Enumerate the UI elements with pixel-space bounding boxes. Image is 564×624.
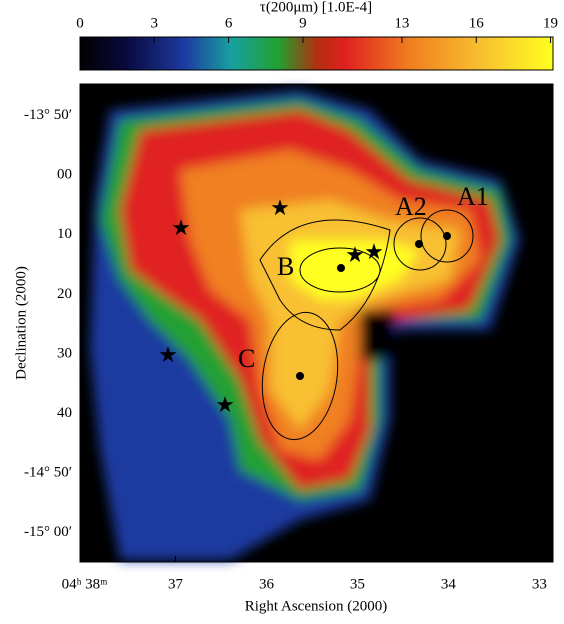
stars: ★ ★ ★ ★ ★ ★ [158,195,384,417]
svg-text:★: ★ [158,342,178,367]
annotation: B [277,252,294,281]
annotation: C [238,344,255,373]
map [90,90,520,560]
x-tick-label: 35 [350,576,365,592]
y-tick-label: 30 [57,345,72,361]
colorbar-tick-label: 9 [299,15,307,31]
regions [259,209,474,441]
y-tick-label: -14° 50′ [24,465,72,481]
colorbar-tick-label: 13 [394,15,409,31]
svg-text:★: ★ [364,239,384,264]
colorbar-tick-label: 16 [469,15,485,31]
x-tick-label: 34 [441,576,457,592]
annotation: A2 [395,192,427,221]
colorbar-tick-label: 19 [543,15,558,31]
colorbar-label: τ(200μm) [1.0E-4] [260,0,372,15]
colorbar [79,36,554,71]
y-tick-label: 20 [57,286,72,302]
svg-text:★: ★ [345,242,365,267]
annotation: A1 [457,182,489,211]
x-tick-label: 04ʰ 38ᵐ [62,576,109,592]
plot-frame [79,83,554,563]
x-tick-label: 37 [168,576,184,592]
y-axis-label: Declination (2000) [13,266,29,380]
colorbar-tick-label: 0 [76,15,84,31]
svg-text:★: ★ [215,392,235,417]
svg-text:★: ★ [171,215,191,240]
colorbar-tick-label: 3 [151,15,159,31]
y-tick-label: -15° 00′ [24,524,72,540]
y-tick-label: 00 [57,167,72,183]
colorbar-tick-label: 6 [225,15,233,31]
y-tick-label: 10 [57,226,72,242]
x-axis-label: Right Ascension (2000) [245,598,388,614]
svg-text:★: ★ [270,195,290,220]
x-tick-label: 33 [532,576,547,592]
x-tick-label: 36 [259,576,275,592]
y-tick-label: -13° 50′ [24,107,72,123]
y-tick-label: 40 [57,405,72,421]
positions [296,232,451,380]
